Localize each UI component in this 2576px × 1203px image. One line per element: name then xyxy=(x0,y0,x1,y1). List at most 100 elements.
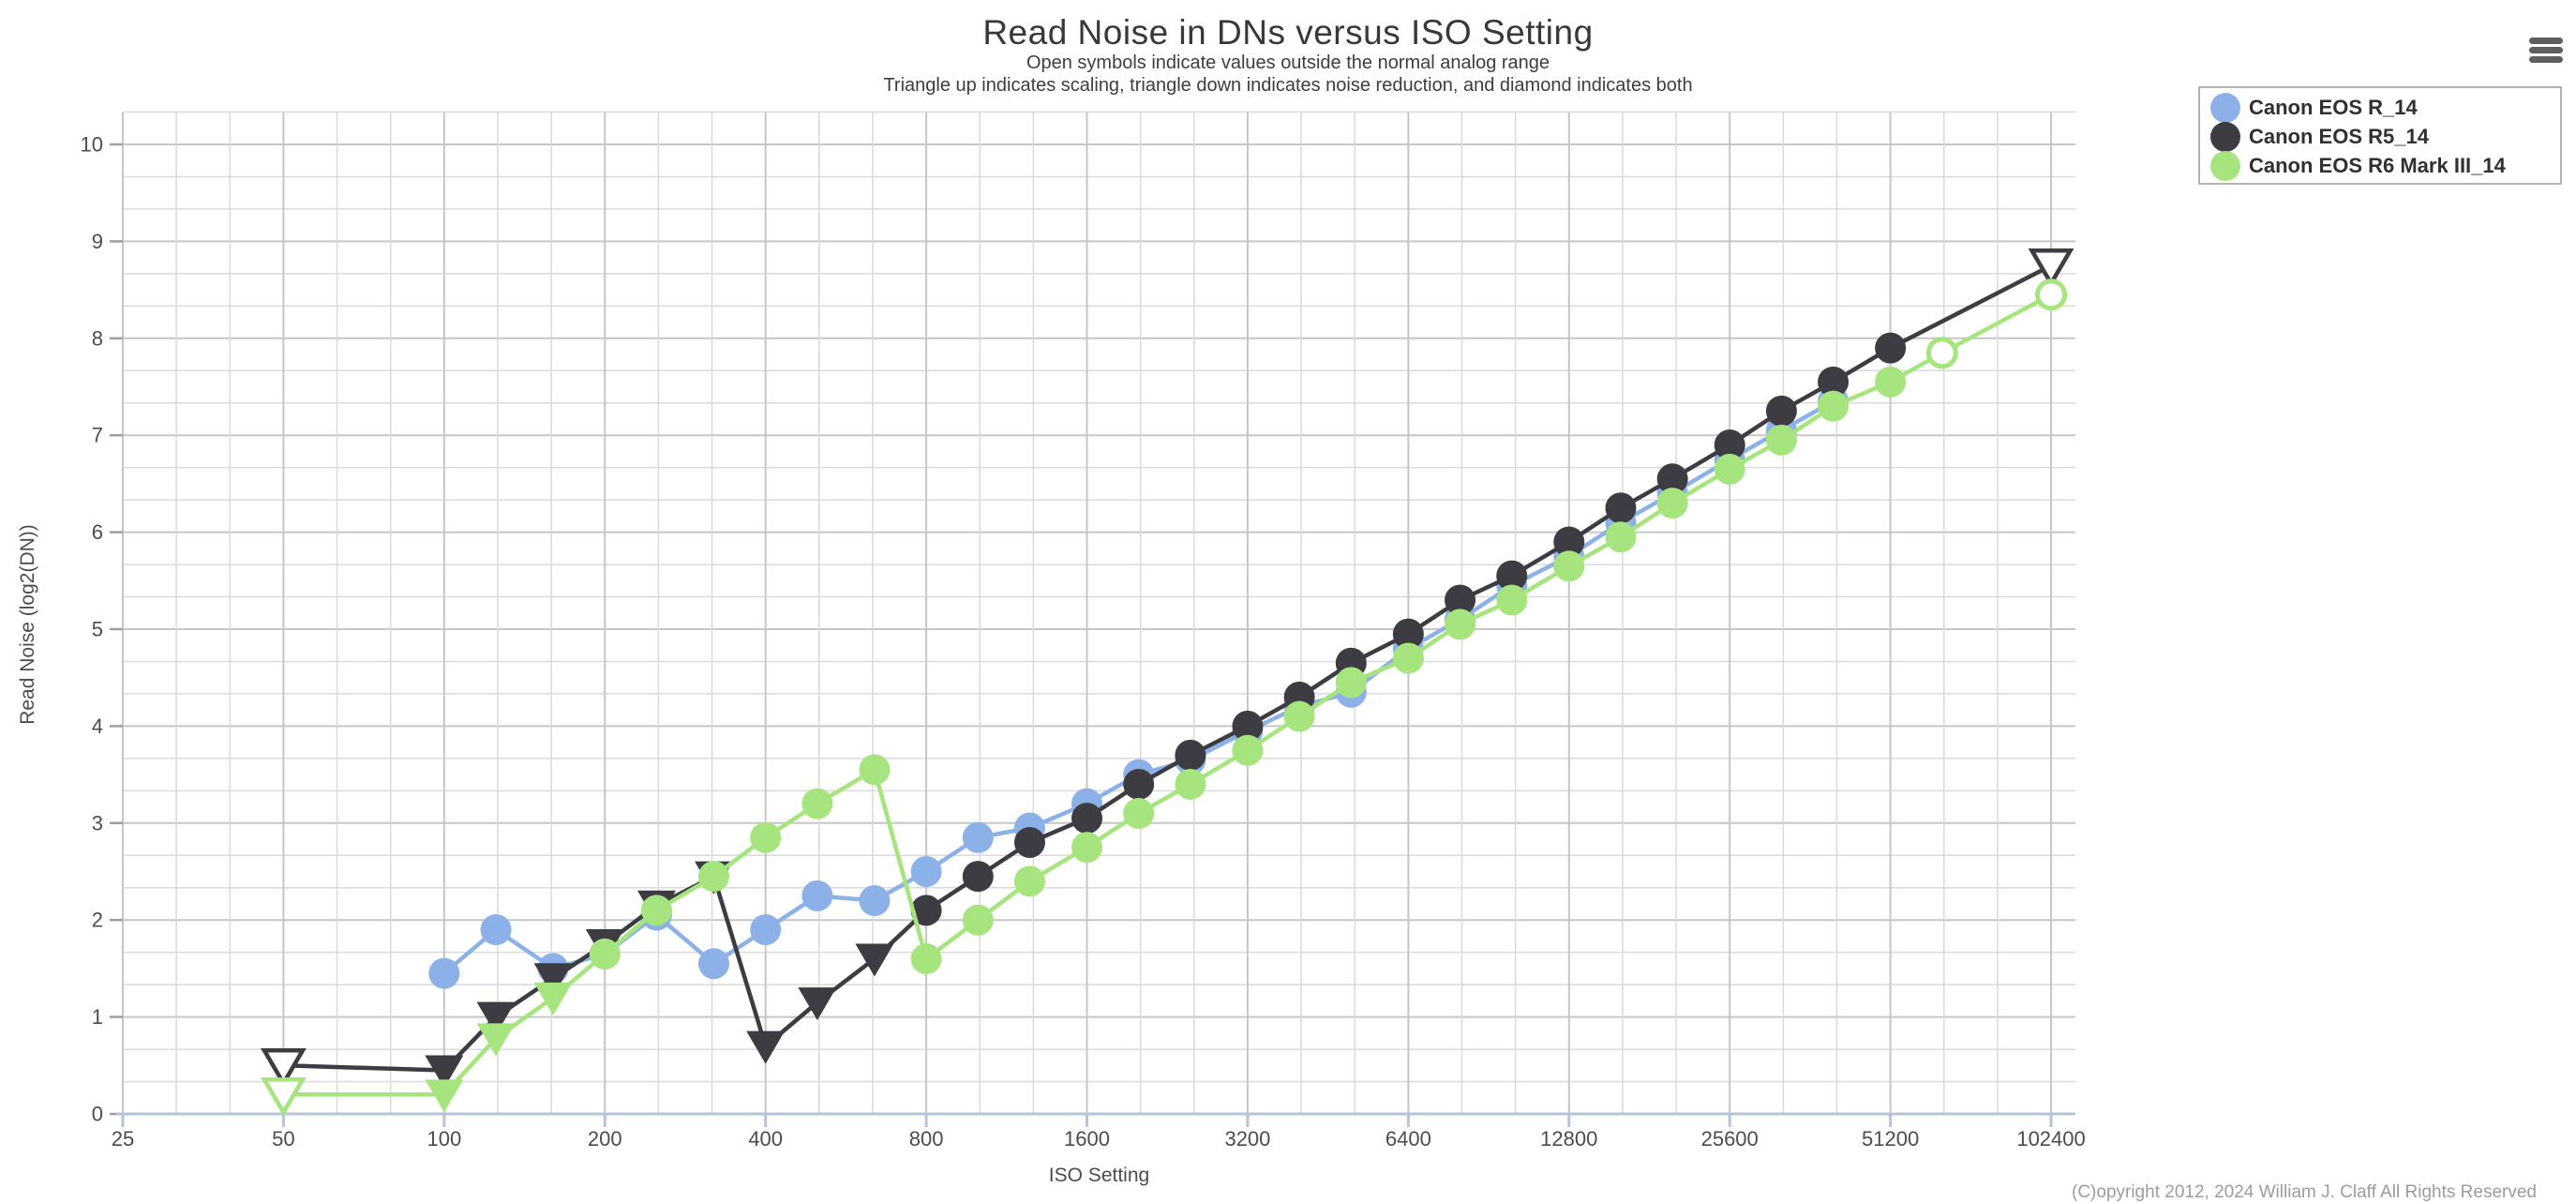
data-point-circle[interactable] xyxy=(697,948,729,980)
data-point-circle[interactable] xyxy=(1335,667,1367,699)
data-point-circle[interactable] xyxy=(910,895,942,926)
hamburger-icon xyxy=(2529,47,2563,53)
data-point-circle[interactable] xyxy=(1765,395,1797,427)
data-point-circle[interactable] xyxy=(480,914,512,946)
copyright-text: (C)opyright 2012, 2024 William J. Claff … xyxy=(2072,1182,2537,1202)
data-point-circle[interactable] xyxy=(1283,700,1315,732)
legend-label: Canon EOS R5_14 xyxy=(2249,124,2429,148)
legend: Canon EOS R_14 Canon EOS R5_14 Canon EOS… xyxy=(2198,86,2562,185)
data-point-circle[interactable] xyxy=(1496,560,1528,592)
data-point-circle[interactable] xyxy=(1818,366,1850,398)
x-tick-label: 102400 xyxy=(2016,1127,2085,1150)
chart-subtitle-line1: Open symbols indicate values outside the… xyxy=(1026,53,1550,73)
y-tick-label: 5 xyxy=(92,618,103,641)
data-point-circle[interactable] xyxy=(1714,453,1745,485)
data-point-circle[interactable] xyxy=(1445,609,1476,640)
y-tick-label: 7 xyxy=(92,424,103,447)
data-point-open-triangle-down[interactable] xyxy=(260,1048,307,1088)
legend-item-canon-eos-r5[interactable]: Canon EOS R5_14 xyxy=(2200,121,2560,152)
y-axis: 0 1 2 3 4 5 6 7 8 9 10 xyxy=(81,133,123,1126)
data-point-triangle-down[interactable] xyxy=(476,1023,516,1057)
data-point-triangle-down[interactable] xyxy=(425,1079,464,1113)
y-tick-label: 8 xyxy=(92,326,103,350)
x-tick-label: 400 xyxy=(748,1127,783,1150)
data-point-triangle-down[interactable] xyxy=(476,1001,516,1035)
y-tick-label: 1 xyxy=(92,1005,103,1029)
chart-subtitle-line2: Triangle up indicates scaling, triangle … xyxy=(883,75,1693,96)
x-tick-label: 12800 xyxy=(1540,1127,1597,1150)
data-point-triangle-down[interactable] xyxy=(746,1030,786,1064)
legend-item-canon-eos-r[interactable]: Canon EOS R_14 xyxy=(2200,92,2560,123)
y-tick-label: 6 xyxy=(92,520,103,544)
x-tick-label: 50 xyxy=(272,1127,294,1150)
data-point-circle[interactable] xyxy=(859,754,891,786)
data-point-circle[interactable] xyxy=(697,861,729,893)
data-point-circle[interactable] xyxy=(1553,526,1585,558)
data-point-circle[interactable] xyxy=(1013,865,1045,897)
data-point-circle[interactable] xyxy=(910,856,942,887)
data-point-circle[interactable] xyxy=(1175,768,1206,800)
data-point-circle[interactable] xyxy=(1553,550,1585,582)
x-tick-label: 800 xyxy=(909,1127,944,1150)
data-point-triangle-down[interactable] xyxy=(533,963,573,997)
data-point-circle[interactable] xyxy=(1656,463,1688,495)
data-point-triangle-down[interactable] xyxy=(425,1055,464,1089)
data-point-triangle-down[interactable] xyxy=(798,987,837,1021)
data-point-open-circle[interactable] xyxy=(2035,278,2068,311)
hamburger-icon xyxy=(2529,38,2563,44)
data-point-circle[interactable] xyxy=(589,938,621,970)
series-canon-eos-r-14 xyxy=(428,385,1850,989)
x-tick-label: 51200 xyxy=(1862,1127,1919,1150)
x-axis: 25 50 100 200 400 800 1600 3200 6400 12800 25600 51… xyxy=(112,1112,2086,1150)
legend-item-canon-eos-r6-mark-iii[interactable]: Canon EOS R6 Mark III_14 xyxy=(2200,150,2560,181)
data-point-circle[interactable] xyxy=(1071,832,1103,864)
data-point-circle[interactable] xyxy=(1071,803,1103,835)
data-point-open-triangle-down[interactable] xyxy=(260,1077,307,1117)
data-point-circle[interactable] xyxy=(1656,488,1688,519)
data-point-circle[interactable] xyxy=(962,861,994,893)
data-point-circle[interactable] xyxy=(1392,642,1424,674)
data-point-circle[interactable] xyxy=(750,914,782,946)
data-point-circle[interactable] xyxy=(1605,492,1637,524)
data-point-circle[interactable] xyxy=(1605,521,1637,553)
x-tick-label: 1600 xyxy=(1064,1127,1110,1150)
data-point-circle[interactable] xyxy=(1496,584,1528,616)
data-point-circle[interactable] xyxy=(428,957,460,989)
data-point-circle[interactable] xyxy=(1714,429,1745,461)
data-point-circle[interactable] xyxy=(1765,424,1797,456)
data-point-circle[interactable] xyxy=(640,895,672,926)
y-tick-label: 9 xyxy=(92,230,103,253)
y-tick-label: 2 xyxy=(92,909,103,932)
x-tick-label: 25600 xyxy=(1701,1127,1759,1150)
data-point-circle[interactable] xyxy=(962,904,994,936)
data-point-circle[interactable] xyxy=(962,821,994,853)
data-point-circle[interactable] xyxy=(1232,710,1264,742)
data-point-circle[interactable] xyxy=(1175,739,1206,771)
data-point-triangle-down[interactable] xyxy=(533,982,573,1015)
data-point-circle[interactable] xyxy=(910,943,942,975)
data-point-circle[interactable] xyxy=(1123,768,1155,800)
x-tick-label: 25 xyxy=(112,1127,134,1150)
data-point-open-triangle-down[interactable] xyxy=(2028,248,2074,288)
data-point-triangle-down[interactable] xyxy=(855,943,894,977)
data-point-circle[interactable] xyxy=(1013,826,1045,858)
y-axis-title: Read Noise (log2(DN)) xyxy=(17,524,38,725)
chart-menu-button[interactable] xyxy=(2529,38,2563,64)
data-point-circle[interactable] xyxy=(750,821,782,853)
data-point-circle[interactable] xyxy=(1445,584,1476,616)
data-point-circle[interactable] xyxy=(1818,390,1850,422)
y-tick-label: 0 xyxy=(92,1103,103,1126)
data-point-circle[interactable] xyxy=(1875,332,1907,364)
series-canon-eos-r6-mark-iii-14 xyxy=(260,278,2068,1117)
data-point-circle[interactable] xyxy=(1123,797,1155,829)
data-point-open-circle[interactable] xyxy=(1925,337,1958,369)
data-point-circle[interactable] xyxy=(801,788,833,820)
legend-swatch-icon xyxy=(2210,92,2240,123)
data-point-circle[interactable] xyxy=(801,880,833,911)
data-point-circle[interactable] xyxy=(1392,618,1424,650)
data-point-circle[interactable] xyxy=(859,885,891,917)
series-canon-eos-r5-14 xyxy=(260,248,2074,1089)
series-line xyxy=(281,263,2054,1073)
data-point-circle[interactable] xyxy=(1875,366,1907,398)
data-point-circle[interactable] xyxy=(1232,734,1264,766)
